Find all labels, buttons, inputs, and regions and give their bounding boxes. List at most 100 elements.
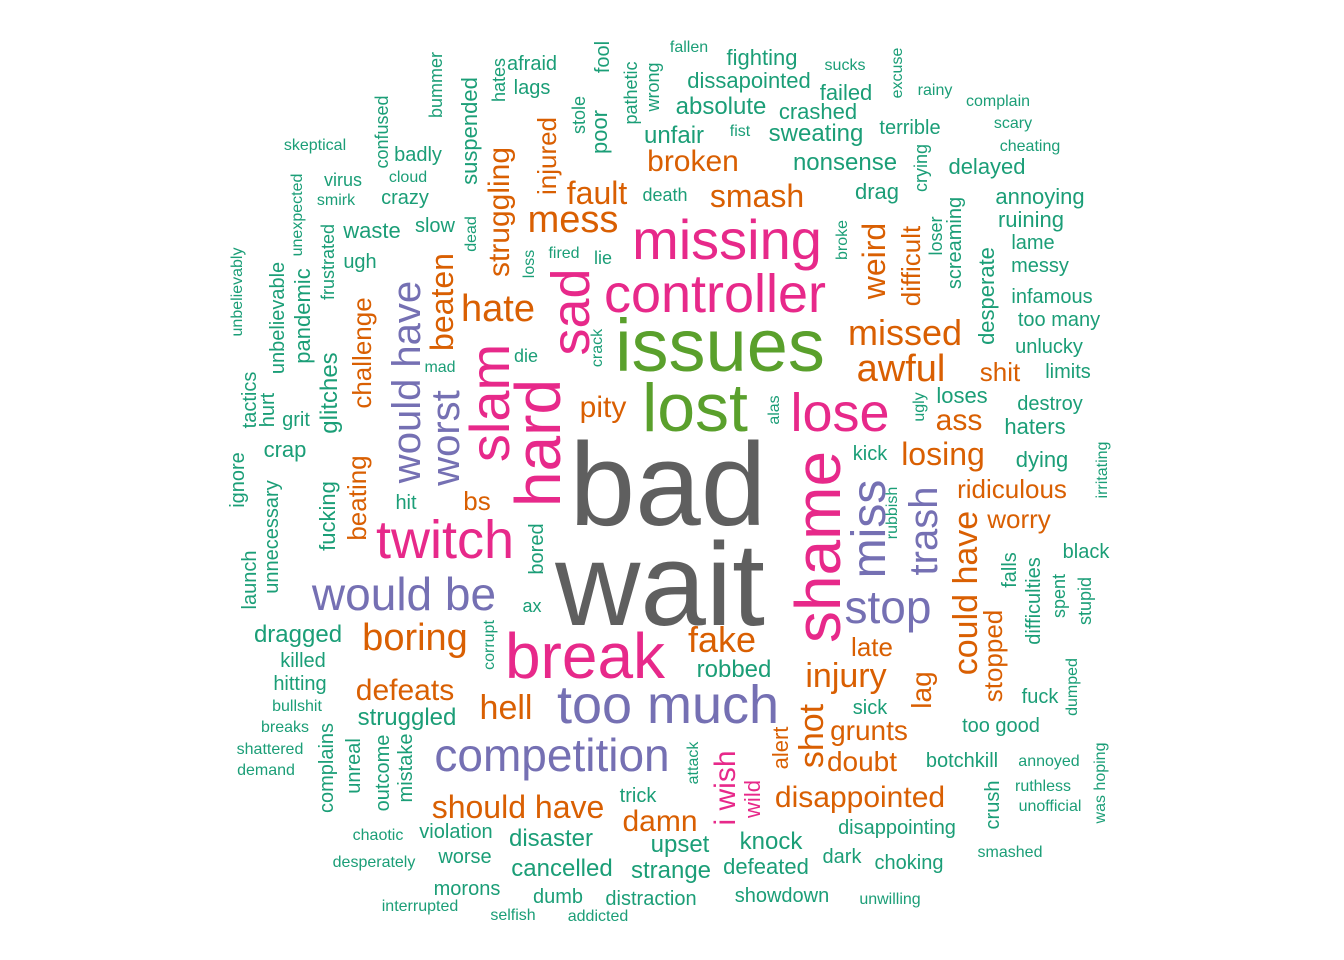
word-unlucky: unlucky (1015, 336, 1083, 358)
word-shattered: shattered (236, 741, 304, 758)
word-sick: sick (852, 697, 888, 719)
word-smashed: smashed (977, 844, 1043, 861)
word-rainy: rainy (917, 82, 953, 99)
word-upset: upset (650, 831, 710, 858)
word-demand: demand (237, 762, 295, 779)
word-issues: issues (615, 304, 825, 387)
word-cheating: cheating (999, 138, 1061, 155)
word-disappointed: disappointed (774, 781, 946, 814)
word-hit: hit (395, 492, 417, 514)
word-lags: lags (513, 77, 551, 99)
word-unwilling: unwilling (859, 891, 921, 908)
word-shame: shame (782, 450, 854, 644)
word-attack: attack (685, 741, 702, 785)
word-would-have: would have (385, 280, 429, 484)
word-screaming: screaming (944, 196, 966, 290)
word-unfair: unfair (643, 122, 705, 149)
word-haters: haters (1004, 414, 1066, 439)
word-ignore: ignore (227, 452, 249, 508)
word-cancelled: cancelled (511, 855, 613, 882)
word-dragged: dragged (253, 621, 343, 648)
word-struggled: struggled (357, 704, 457, 731)
word-killed: killed (280, 650, 326, 672)
word-doubt: doubt (826, 746, 898, 777)
word-ugly: ugly (911, 392, 928, 422)
word-ruthless: ruthless (1014, 778, 1072, 795)
word-lose: lose (790, 383, 890, 443)
word-loser: loser (926, 216, 946, 256)
word-defeated: defeated (723, 854, 809, 879)
word-delayed: delayed (948, 154, 1026, 179)
word-unreal: unreal (343, 738, 365, 794)
word-stopped: stopped (978, 609, 1008, 703)
word-loss: loss (521, 249, 538, 279)
word-awful: awful (856, 348, 946, 390)
word-infamous: infamous (1011, 286, 1093, 308)
word-too-good: too good (962, 715, 1040, 737)
word-worse: worse (438, 846, 492, 868)
word-crashed: crashed (778, 99, 858, 124)
word-complains: complains (316, 722, 338, 814)
word-crack: crack (589, 328, 606, 368)
word-nonsense: nonsense (792, 149, 898, 176)
word-shot: shot (793, 703, 831, 769)
word-fist: fist (729, 123, 751, 140)
word-alas: alas (766, 395, 783, 425)
word-smash: smash (709, 178, 805, 214)
word-dissapointed: dissapointed (687, 68, 811, 93)
word-desperately: desperately (332, 854, 416, 871)
word-confused: confused (372, 95, 392, 169)
word-pathetic: pathetic (621, 61, 641, 125)
word-lag: lag (906, 671, 937, 709)
word-fighting: fighting (726, 45, 798, 70)
word-death: death (642, 185, 688, 205)
word-addicted: addicted (567, 908, 629, 925)
word-scary: scary (993, 115, 1033, 132)
word-fuck: fuck (1021, 686, 1059, 708)
word-sweating: sweating (768, 120, 864, 147)
word-chaotic: chaotic (352, 827, 404, 844)
word-grit: grit (282, 409, 310, 431)
word-corrupt: corrupt (481, 620, 498, 670)
word-bs: bs (463, 486, 491, 516)
word-twitch: twitch (375, 510, 515, 570)
word-bored: bored (526, 523, 548, 575)
word-unbelievable: unbelievable (267, 261, 289, 375)
word-unbelievably: unbelievably (229, 247, 246, 337)
word-launch: launch (239, 550, 261, 610)
word-badly: badly (394, 144, 442, 166)
word-mess: mess (527, 199, 619, 241)
word-beaten: beaten (424, 253, 460, 351)
word-trash: trash (902, 486, 946, 576)
word-black: black (1062, 541, 1110, 563)
word-crazy: crazy (381, 187, 429, 209)
word-slam: slam (458, 343, 521, 463)
word-dead: dead (463, 216, 480, 252)
word-outcome: outcome (372, 734, 394, 812)
word-injury: injury (805, 657, 887, 695)
word-fault: fault (566, 175, 628, 211)
word-worry: worry (987, 504, 1051, 534)
word-difficult: difficult (896, 225, 926, 307)
word-showdown: showdown (734, 885, 830, 907)
word-selfish: selfish (490, 907, 536, 924)
word-broke: broke (834, 219, 851, 261)
word-controller: controller (603, 264, 827, 324)
word-kick: kick (852, 443, 888, 465)
word-die: die (513, 346, 539, 366)
word-missed: missed (847, 312, 963, 353)
word-ruining: ruining (997, 207, 1065, 232)
word-smirk: smirk (316, 192, 356, 209)
word-grunts: grunts (830, 715, 908, 746)
word-disaster: disaster (508, 825, 594, 852)
word-knock: knock (739, 828, 803, 855)
word-interrupted: interrupted (381, 898, 459, 915)
word-missing: missing (632, 208, 822, 271)
word-slow: slow (414, 215, 456, 237)
word-complain: complain (965, 93, 1031, 110)
word-wild: wild (740, 780, 765, 818)
word-beating: beating (342, 455, 372, 541)
word-strange: strange (630, 857, 712, 884)
word-challenge: challenge (347, 297, 377, 409)
